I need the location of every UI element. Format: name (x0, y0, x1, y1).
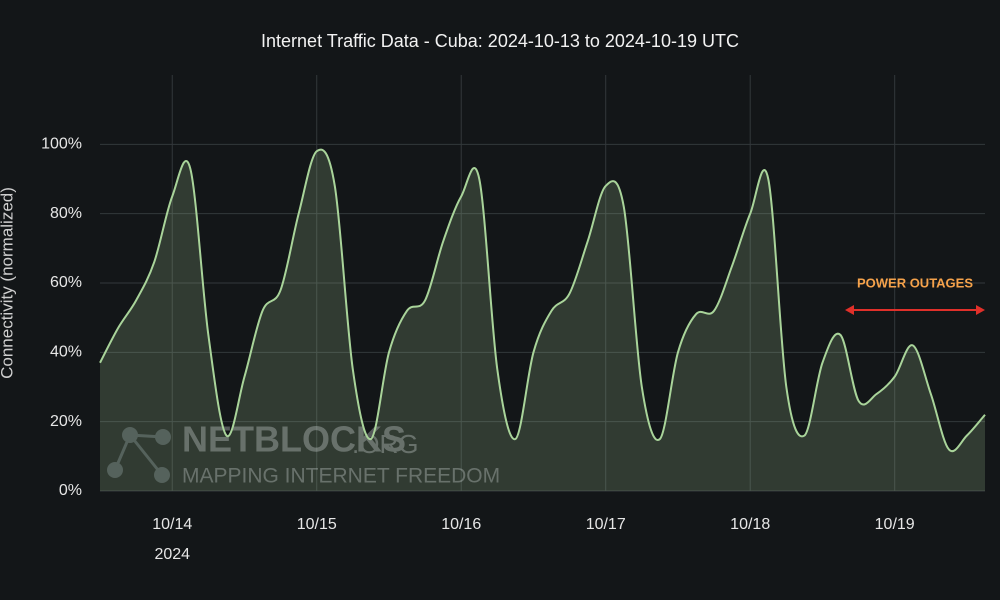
x-tick-label: 10/15 (297, 516, 337, 533)
x-tick-label: 10/16 (441, 516, 481, 533)
y-tick-label: 0% (59, 482, 82, 499)
logo-node (154, 467, 170, 483)
watermark-tagline: MAPPING INTERNET FREEDOM (182, 465, 500, 488)
y-tick-label: 100% (41, 136, 82, 153)
logo-node (122, 427, 138, 443)
annotation: POWER OUTAGES (857, 275, 973, 290)
x-tick-label: 10/19 (875, 516, 915, 533)
y-tick-label: 20% (50, 413, 82, 430)
y-axis-label: Connectivity (normalized) (0, 187, 16, 379)
x-tick-label: 10/17 (586, 516, 626, 533)
watermark: NETBLOCKS .ORG MAPPING INTERNET FREEDOM (107, 419, 500, 488)
logo-link (113, 433, 164, 476)
y-tick-label: 60% (50, 274, 82, 291)
y-tick-label: 40% (50, 344, 82, 361)
chart-title: Internet Traffic Data - Cuba: 2024-10-13… (261, 31, 739, 51)
area-fill (100, 149, 985, 492)
x-tick-label: 10/14 (152, 516, 192, 533)
y-tick-label: 80% (50, 205, 82, 222)
x-year-label: 2024 (154, 546, 190, 563)
x-tick-label: 10/18 (730, 516, 770, 533)
line (99, 148, 986, 453)
logo-node (107, 462, 123, 478)
watermark-suffix: .ORG (352, 429, 418, 459)
logo-node (155, 429, 171, 445)
